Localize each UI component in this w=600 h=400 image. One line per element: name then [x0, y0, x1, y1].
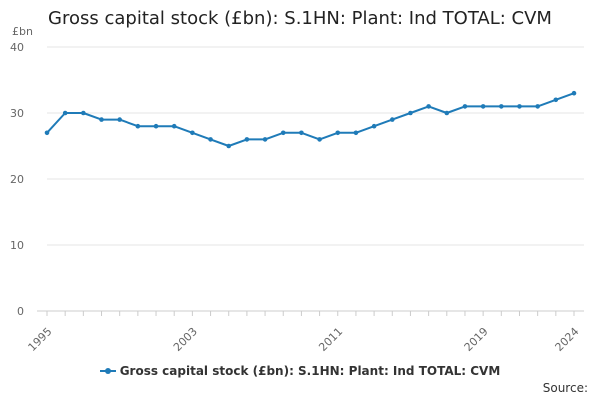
data-point-2017 — [444, 110, 450, 116]
legend[interactable]: Gross capital stock (£bn): S.1HN: Plant:… — [0, 364, 600, 378]
data-point-2018 — [462, 104, 468, 109]
y-axis-unit-label: £bn — [12, 25, 33, 38]
data-point-2009 — [299, 130, 304, 136]
y-tick-label-30: 30 — [10, 107, 24, 120]
y-tick-label-0: 0 — [17, 305, 24, 318]
legend-swatch — [99, 365, 116, 377]
data-point-2010 — [317, 137, 322, 142]
data-point-2024 — [571, 90, 577, 96]
data-point-2022 — [535, 104, 540, 109]
data-point-1995 — [44, 130, 50, 136]
data-point-2002 — [171, 123, 177, 129]
data-point-2005 — [226, 143, 232, 149]
legend-label: Gross capital stock (£bn): S.1HN: Plant:… — [119, 364, 501, 378]
x-tick-label-2011: 2011 — [316, 325, 345, 354]
series-line-0 — [46, 92, 575, 147]
data-point-2008 — [280, 130, 286, 136]
data-point-2013 — [371, 123, 377, 129]
data-point-2023 — [553, 97, 559, 103]
data-point-2006 — [244, 137, 250, 142]
chart-title: Gross capital stock (£bn): S.1HN: Plant:… — [48, 8, 552, 29]
data-point-1998 — [99, 117, 104, 122]
x-tick-label-2003: 2003 — [171, 325, 200, 354]
data-point-2012 — [353, 130, 359, 136]
y-tick-label-40: 40 — [10, 41, 24, 54]
data-point-2007 — [262, 137, 268, 142]
data-point-2016 — [426, 104, 431, 109]
data-point-2003 — [190, 130, 195, 136]
data-point-1997 — [81, 110, 86, 116]
data-point-2015 — [408, 110, 413, 116]
x-tick-label-1995: 1995 — [26, 325, 55, 354]
y-tick-label-20: 20 — [10, 173, 24, 186]
data-point-2000 — [135, 123, 141, 129]
x-tick-label-2019: 2019 — [462, 325, 491, 354]
data-point-2004 — [208, 137, 213, 142]
data-point-1996 — [62, 110, 68, 116]
source-label: Source: — [542, 381, 588, 395]
data-point-2021 — [517, 104, 522, 109]
data-point-2001 — [153, 123, 159, 129]
y-tick-label-10: 10 — [10, 239, 24, 252]
data-point-2011 — [335, 130, 341, 136]
data-point-2020 — [499, 104, 504, 109]
x-tick-label-2024: 2024 — [553, 325, 582, 354]
data-point-2019 — [480, 104, 486, 109]
data-point-2014 — [389, 117, 395, 122]
data-point-1999 — [117, 117, 122, 122]
